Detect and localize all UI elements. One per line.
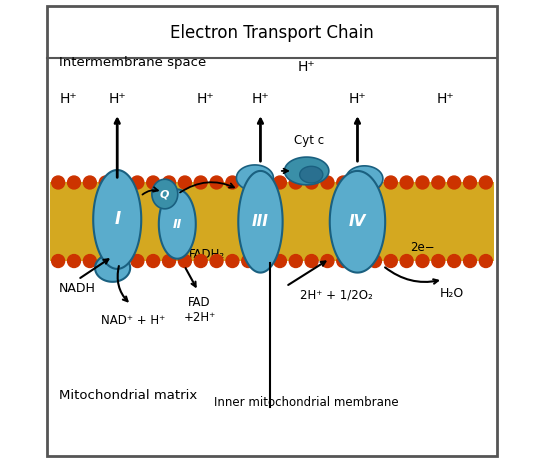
Circle shape xyxy=(289,176,302,189)
Circle shape xyxy=(242,176,255,189)
Polygon shape xyxy=(95,254,130,282)
Circle shape xyxy=(448,176,461,189)
Text: H⁺: H⁺ xyxy=(349,92,366,106)
Circle shape xyxy=(274,176,286,189)
Text: H⁺: H⁺ xyxy=(252,92,269,106)
Polygon shape xyxy=(152,179,178,209)
Text: NADH: NADH xyxy=(59,282,96,295)
Text: I: I xyxy=(114,211,120,228)
Polygon shape xyxy=(285,157,329,185)
Text: Inner mitochondrial membrane: Inner mitochondrial membrane xyxy=(214,396,399,409)
Circle shape xyxy=(52,176,65,189)
Bar xyxy=(50,245,494,261)
Circle shape xyxy=(83,255,96,267)
Text: Mitochondrial matrix: Mitochondrial matrix xyxy=(59,389,197,402)
Text: III: III xyxy=(252,214,269,229)
Polygon shape xyxy=(159,189,196,259)
Text: 2H⁺ + 1/2O₂: 2H⁺ + 1/2O₂ xyxy=(300,289,373,302)
Circle shape xyxy=(384,176,397,189)
Text: H⁺: H⁺ xyxy=(60,92,78,106)
Circle shape xyxy=(99,176,112,189)
Circle shape xyxy=(178,176,191,189)
Bar xyxy=(50,199,494,245)
Circle shape xyxy=(178,255,191,267)
Circle shape xyxy=(289,255,302,267)
Circle shape xyxy=(321,255,334,267)
Circle shape xyxy=(337,176,350,189)
Text: H₂O: H₂O xyxy=(440,287,465,300)
Circle shape xyxy=(242,255,255,267)
Circle shape xyxy=(131,176,144,189)
Circle shape xyxy=(210,255,223,267)
Circle shape xyxy=(163,255,176,267)
Circle shape xyxy=(147,176,160,189)
Circle shape xyxy=(368,176,381,189)
Circle shape xyxy=(115,255,128,267)
Circle shape xyxy=(400,255,413,267)
Circle shape xyxy=(226,255,239,267)
Circle shape xyxy=(463,176,477,189)
Polygon shape xyxy=(238,171,283,273)
Circle shape xyxy=(210,176,223,189)
Circle shape xyxy=(194,255,207,267)
Circle shape xyxy=(83,176,96,189)
Text: H⁺: H⁺ xyxy=(196,92,214,106)
Circle shape xyxy=(147,255,160,267)
Circle shape xyxy=(321,176,334,189)
Text: H⁺: H⁺ xyxy=(436,92,454,106)
Text: H⁺: H⁺ xyxy=(108,92,126,106)
Polygon shape xyxy=(93,170,141,269)
Polygon shape xyxy=(346,166,383,192)
Circle shape xyxy=(432,176,445,189)
Text: FAD
+2H⁺: FAD +2H⁺ xyxy=(183,296,215,324)
Polygon shape xyxy=(330,171,385,273)
Circle shape xyxy=(67,255,81,267)
Bar xyxy=(50,182,494,199)
Text: II: II xyxy=(172,218,182,231)
Circle shape xyxy=(115,176,128,189)
FancyBboxPatch shape xyxy=(47,6,497,456)
Circle shape xyxy=(448,255,461,267)
Text: FADH₂: FADH₂ xyxy=(189,248,225,261)
Circle shape xyxy=(99,255,112,267)
Circle shape xyxy=(163,176,176,189)
Text: 2e−: 2e− xyxy=(411,241,435,254)
Circle shape xyxy=(226,176,239,189)
Circle shape xyxy=(274,255,286,267)
Circle shape xyxy=(353,255,366,267)
Circle shape xyxy=(337,255,350,267)
Text: Intermembrane space: Intermembrane space xyxy=(59,56,206,69)
Circle shape xyxy=(353,176,366,189)
Circle shape xyxy=(131,255,144,267)
Text: Cyt c: Cyt c xyxy=(294,134,324,147)
Circle shape xyxy=(305,255,318,267)
Text: IV: IV xyxy=(349,214,366,229)
Polygon shape xyxy=(237,165,274,191)
Text: H⁺: H⁺ xyxy=(298,60,316,74)
Circle shape xyxy=(52,255,65,267)
Circle shape xyxy=(368,255,381,267)
Polygon shape xyxy=(300,166,323,183)
Circle shape xyxy=(194,176,207,189)
Circle shape xyxy=(258,176,270,189)
Text: NAD⁺ + H⁺: NAD⁺ + H⁺ xyxy=(101,314,165,327)
Circle shape xyxy=(416,176,429,189)
Circle shape xyxy=(400,176,413,189)
Circle shape xyxy=(479,255,492,267)
Circle shape xyxy=(463,255,477,267)
Text: Q: Q xyxy=(160,189,170,199)
Circle shape xyxy=(384,255,397,267)
Circle shape xyxy=(432,255,445,267)
Circle shape xyxy=(479,176,492,189)
Circle shape xyxy=(305,176,318,189)
Text: Electron Transport Chain: Electron Transport Chain xyxy=(170,24,374,42)
Circle shape xyxy=(416,255,429,267)
Circle shape xyxy=(67,176,81,189)
Circle shape xyxy=(258,255,270,267)
